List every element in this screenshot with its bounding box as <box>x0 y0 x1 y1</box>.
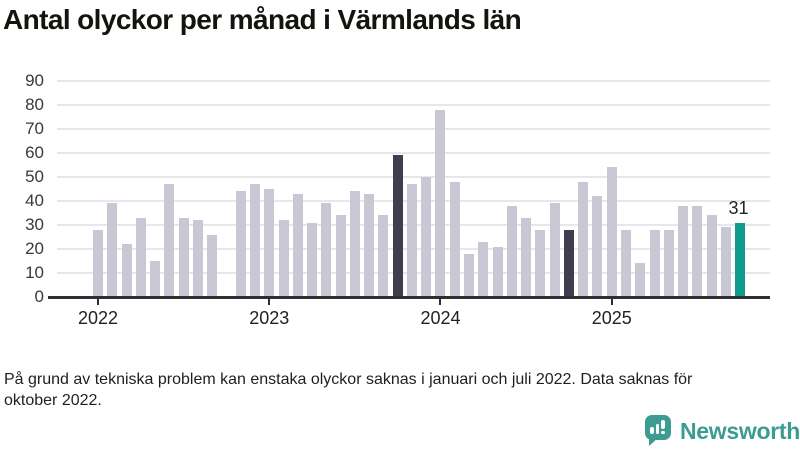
bar-2022-07 <box>178 217 189 297</box>
bar-2023-04 <box>307 222 318 297</box>
bar-2023-10 <box>392 155 403 297</box>
bar-2022-03 <box>121 244 132 297</box>
newsworthy-wordmark: Newsworthy <box>680 418 800 444</box>
gridline <box>57 152 770 154</box>
bar-2025-06 <box>678 205 689 297</box>
bar-2024-12 <box>592 196 603 297</box>
bar-2023-11 <box>406 184 417 297</box>
bar-2025-08 <box>706 215 717 297</box>
x-axis-line <box>48 295 770 299</box>
logo-bar-icon <box>655 423 659 434</box>
chart-title: Antal olyckor per månad i Värmlands län <box>3 4 522 35</box>
x-axis-tick-label: 2023 <box>249 308 290 328</box>
y-axis-tick-label: 90 <box>25 71 44 90</box>
bar-2023-02 <box>278 220 289 297</box>
bar-2023-07 <box>349 191 360 297</box>
bar-2025-01 <box>606 167 617 297</box>
gridline <box>57 128 770 130</box>
y-axis-tick-label: 70 <box>25 119 44 138</box>
bar-2022-06 <box>164 184 175 297</box>
newsworthy-logo[interactable]: Newsworthy <box>645 414 800 447</box>
bar-2023-09 <box>378 215 389 297</box>
bar-2022-05 <box>150 261 161 297</box>
bar-2025-05 <box>663 229 674 297</box>
logo-exclamation-dot-icon <box>661 431 665 434</box>
bar-2023-05 <box>321 203 332 297</box>
y-axis-tick-label: 80 <box>25 95 44 114</box>
bar-2025-03 <box>635 263 646 297</box>
x-axis-tick <box>268 299 271 305</box>
bar-2023-08 <box>364 193 375 297</box>
bar-2025-02 <box>620 229 631 297</box>
x-axis-tick <box>97 299 99 305</box>
bar-2025-10 <box>735 222 746 297</box>
x-axis-tick-label: 2024 <box>420 308 461 328</box>
bar-2024-07 <box>521 217 532 297</box>
y-axis-tick-label: 50 <box>25 167 44 186</box>
gridline <box>57 176 770 178</box>
bar-2025-04 <box>649 229 660 297</box>
bar-2023-01 <box>264 189 275 297</box>
bar-2024-10 <box>563 229 574 297</box>
bar-2023-03 <box>292 193 303 297</box>
bar-2024-06 <box>506 205 517 297</box>
gridline <box>57 104 770 106</box>
bar-2025-09 <box>720 227 731 297</box>
bar-2023-06 <box>335 215 346 297</box>
bar-2024-04 <box>478 241 489 297</box>
bar-2024-09 <box>549 203 560 297</box>
bar-2024-05 <box>492 246 503 297</box>
y-axis-tick-label: 60 <box>25 143 44 162</box>
bar-2024-01 <box>435 109 446 297</box>
bar-2024-02 <box>449 181 460 297</box>
bar-2022-04 <box>135 217 146 297</box>
bar-2022-08 <box>192 220 203 297</box>
y-axis-tick-label: 30 <box>25 215 44 234</box>
newsworthy-bubble-icon <box>645 415 671 440</box>
logo-bar-icon <box>650 427 654 434</box>
gridline <box>57 80 770 82</box>
bar-2022-01 <box>93 229 103 297</box>
bar-2024-11 <box>578 181 589 297</box>
bar-2023-12 <box>421 177 432 297</box>
bar-2025-07 <box>692 205 703 297</box>
y-axis-tick-label: 20 <box>25 239 44 258</box>
bar-2024-08 <box>535 229 546 297</box>
x-axis-tick-label: 2025 <box>591 308 632 328</box>
x-axis-tick <box>610 299 613 305</box>
bar-2022-12 <box>249 184 260 297</box>
latest-value-label: 31 <box>728 197 749 218</box>
x-axis-tick <box>439 299 442 305</box>
bar-2024-03 <box>464 253 475 297</box>
newsworthy-bubble-tail <box>649 438 658 446</box>
y-axis-tick-label: 10 <box>25 263 44 282</box>
x-axis-tick-label: 2022 <box>77 308 119 328</box>
logo-exclamation-icon <box>661 419 665 429</box>
y-axis-tick-label: 0 <box>34 287 44 306</box>
footnote-text: På grund av tekniska problem kan enstaka… <box>4 371 693 409</box>
bar-2022-11 <box>235 191 246 297</box>
y-axis-tick-label: 40 <box>25 191 44 210</box>
bar-2022-02 <box>107 203 118 297</box>
bar-2022-09 <box>207 234 218 297</box>
